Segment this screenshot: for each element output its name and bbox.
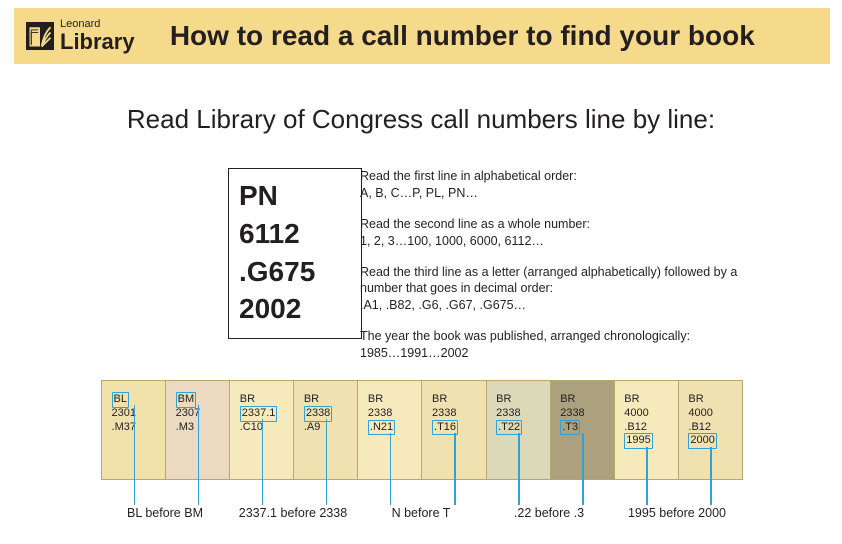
spine-line: 2338 xyxy=(432,407,476,421)
connector-line xyxy=(390,433,392,505)
spine-line: 2338 xyxy=(496,407,540,421)
comparison-captions: BL before BM 2337.1 before 2338 N before… xyxy=(101,506,741,520)
highlighted-segment: .T3 xyxy=(560,420,580,436)
book-spine: BL2301.M37 xyxy=(102,381,166,479)
page-subtitle: Read Library of Congress call numbers li… xyxy=(0,104,842,135)
book-spine: BR4000.B121995 xyxy=(615,381,679,479)
explain-2-head: Read the second line as a whole number: xyxy=(360,216,740,233)
caption-2: 2337.1 before 2338 xyxy=(229,506,357,520)
highlighted-segment: 1995 xyxy=(624,433,652,449)
spine-line: 2338 xyxy=(368,407,412,421)
connector-line xyxy=(710,447,712,505)
example-line-2: 6112 xyxy=(239,215,351,253)
highlighted-segment: 2338 xyxy=(304,406,332,422)
book-spine: BR2338.T3 xyxy=(551,381,615,479)
connector-line xyxy=(582,433,584,505)
spine-line: BR xyxy=(624,393,668,407)
explain-4-head: The year the book was published, arrange… xyxy=(360,328,740,345)
connector-line xyxy=(326,419,328,505)
explain-1-body: A, B, C…P, PL, PN… xyxy=(360,185,740,202)
spine-label: BR2338.N21 xyxy=(368,393,412,434)
spine-line: 2338 xyxy=(560,407,604,421)
connector-line xyxy=(262,419,264,505)
connector-line xyxy=(518,433,520,505)
connector-line xyxy=(198,405,200,505)
example-line-1: PN xyxy=(239,177,351,215)
caption-4: .22 before .3 xyxy=(485,506,613,520)
explanation-block: Read the first line in alphabetical orde… xyxy=(360,168,740,376)
explain-2-body: 1, 2, 3…100, 1000, 6000, 6112… xyxy=(360,233,740,250)
logo-text-big: Library xyxy=(60,31,135,53)
book-spine: BR2338.N21 xyxy=(358,381,422,479)
book-spine: BR2338.T16 xyxy=(422,381,486,479)
spine-line: BR xyxy=(368,393,412,407)
book-spine: BR2338.T22 xyxy=(487,381,551,479)
spine-line: 2000 xyxy=(688,434,732,448)
book-shelf: BL2301.M37BM2307.M3BR2337.1.C10BR2338.A9… xyxy=(101,380,743,480)
spine-label: BR4000.B121995 xyxy=(624,393,668,448)
caption-1: BL before BM xyxy=(101,506,229,520)
example-line-3: .G675 xyxy=(239,253,351,291)
example-line-4: 2002 xyxy=(239,290,351,328)
library-logo: Leonard Library xyxy=(26,19,135,53)
spine-line: BR xyxy=(688,393,732,407)
caption-3: N before T xyxy=(357,506,485,520)
library-logo-icon xyxy=(26,22,54,50)
book-spine: BR4000.B122000 xyxy=(679,381,742,479)
spine-label: BR2338.T3 xyxy=(560,393,604,434)
connector-line xyxy=(134,405,136,505)
caption-5: 1995 before 2000 xyxy=(613,506,741,520)
spine-line: BR xyxy=(304,393,348,407)
explain-3-body: .A1, .B82, .G6, .G67, .G675… xyxy=(360,297,740,314)
spine-label: BR2338.T16 xyxy=(432,393,476,434)
spine-line: 4000 xyxy=(688,407,732,421)
explain-1-head: Read the first line in alphabetical orde… xyxy=(360,168,740,185)
highlighted-segment: BM xyxy=(176,392,197,408)
page-title: How to read a call number to find your b… xyxy=(135,20,830,52)
explain-3-head: Read the third line as a letter (arrange… xyxy=(360,264,740,298)
book-spine: BR2337.1.C10 xyxy=(230,381,294,479)
highlighted-segment: 2337.1 xyxy=(240,406,278,422)
highlighted-segment: BL xyxy=(112,392,129,408)
spine-line: BR xyxy=(496,393,540,407)
call-number-example: PN 6112 .G675 2002 xyxy=(228,168,362,339)
connector-line xyxy=(454,433,456,505)
spine-label: BR4000.B122000 xyxy=(688,393,732,448)
header-bar: Leonard Library How to read a call numbe… xyxy=(14,8,830,64)
spine-label: BR2338.T22 xyxy=(496,393,540,434)
spine-line: .B12 xyxy=(688,421,732,435)
spine-line: BR xyxy=(240,393,284,407)
spine-line: 4000 xyxy=(624,407,668,421)
highlighted-segment: 2000 xyxy=(688,433,716,449)
connector-line xyxy=(646,447,648,505)
spine-line: BR xyxy=(432,393,476,407)
explain-4-body: 1985…1991…2002 xyxy=(360,345,740,362)
spine-line: BR xyxy=(560,393,604,407)
spine-line: 1995 xyxy=(624,434,668,448)
book-spine: BM2307.M3 xyxy=(166,381,230,479)
book-spine: BR2338.A9 xyxy=(294,381,358,479)
spine-line: .B12 xyxy=(624,421,668,435)
